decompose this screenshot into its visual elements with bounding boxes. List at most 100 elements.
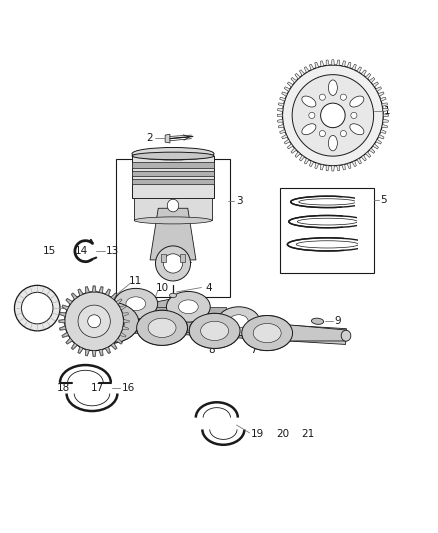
Ellipse shape [189,313,240,349]
Text: 1: 1 [384,106,390,116]
Polygon shape [315,163,319,168]
Ellipse shape [253,324,281,343]
Polygon shape [332,60,334,65]
Text: 8: 8 [208,345,215,355]
Polygon shape [101,295,142,332]
Polygon shape [295,74,300,79]
Ellipse shape [189,313,240,349]
Ellipse shape [137,310,187,345]
Polygon shape [320,61,324,67]
Polygon shape [277,119,283,122]
Polygon shape [337,165,339,171]
Polygon shape [155,307,182,328]
Polygon shape [122,326,129,330]
Ellipse shape [328,135,337,151]
Ellipse shape [167,199,179,212]
Circle shape [102,325,106,329]
Bar [355,196,368,208]
Polygon shape [60,326,66,330]
Circle shape [92,308,96,312]
Bar [280,188,374,273]
Text: 21: 21 [301,429,314,439]
Bar [358,237,372,252]
Circle shape [87,314,102,328]
Polygon shape [99,286,103,293]
Polygon shape [85,349,90,356]
Polygon shape [116,338,122,344]
Text: 20: 20 [276,429,289,439]
Polygon shape [282,134,287,139]
Polygon shape [120,305,127,310]
Text: 4: 4 [206,282,212,293]
Text: 16: 16 [122,383,135,393]
Ellipse shape [76,302,139,344]
Polygon shape [122,326,128,330]
Polygon shape [291,77,297,83]
Polygon shape [376,87,381,92]
Polygon shape [337,60,339,66]
Ellipse shape [201,321,229,341]
Bar [132,179,214,184]
Polygon shape [376,139,381,144]
Polygon shape [122,313,128,316]
Ellipse shape [90,311,125,334]
Ellipse shape [148,318,176,337]
Polygon shape [92,351,96,357]
Polygon shape [380,98,386,101]
Polygon shape [277,114,283,117]
Polygon shape [124,319,130,323]
Polygon shape [105,296,191,333]
Polygon shape [378,134,384,139]
Polygon shape [373,144,378,149]
Polygon shape [342,61,346,67]
Ellipse shape [297,218,357,225]
Ellipse shape [229,315,248,328]
Bar [132,171,214,176]
Polygon shape [99,349,103,356]
Polygon shape [111,293,117,300]
Polygon shape [111,343,117,350]
Text: 19: 19 [251,429,264,439]
Polygon shape [373,82,378,87]
Polygon shape [59,320,65,323]
Polygon shape [332,166,334,171]
Text: 6: 6 [23,298,30,309]
Ellipse shape [328,80,337,95]
Ellipse shape [218,307,260,336]
Polygon shape [120,332,127,338]
Polygon shape [383,114,389,117]
Polygon shape [342,164,346,170]
Text: 9: 9 [334,316,341,326]
Circle shape [102,313,106,318]
Ellipse shape [350,124,364,135]
Circle shape [340,131,346,136]
Bar [132,163,214,168]
Polygon shape [150,208,196,260]
Text: 11: 11 [128,276,141,286]
Polygon shape [116,299,122,304]
Circle shape [78,305,110,337]
Polygon shape [309,161,314,167]
Polygon shape [320,164,324,170]
Polygon shape [105,347,111,354]
Ellipse shape [114,288,158,319]
Polygon shape [59,326,66,330]
Polygon shape [304,67,309,72]
Ellipse shape [170,293,177,297]
Polygon shape [85,287,89,293]
Polygon shape [66,338,72,344]
Polygon shape [85,286,90,293]
Polygon shape [62,305,68,310]
Polygon shape [383,119,389,122]
Text: 15: 15 [43,246,56,256]
Text: 5: 5 [380,196,386,206]
Bar [132,156,214,198]
Polygon shape [111,343,117,349]
Polygon shape [62,305,69,310]
Ellipse shape [137,310,187,345]
Circle shape [82,325,87,329]
Polygon shape [347,163,351,168]
Polygon shape [365,152,371,157]
Polygon shape [315,62,319,68]
Ellipse shape [296,241,359,248]
